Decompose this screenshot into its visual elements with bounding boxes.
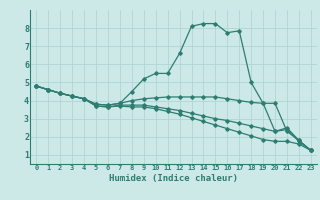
X-axis label: Humidex (Indice chaleur): Humidex (Indice chaleur) (109, 174, 238, 183)
